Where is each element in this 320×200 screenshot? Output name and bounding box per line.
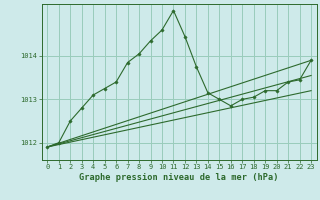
X-axis label: Graphe pression niveau de la mer (hPa): Graphe pression niveau de la mer (hPa): [79, 173, 279, 182]
